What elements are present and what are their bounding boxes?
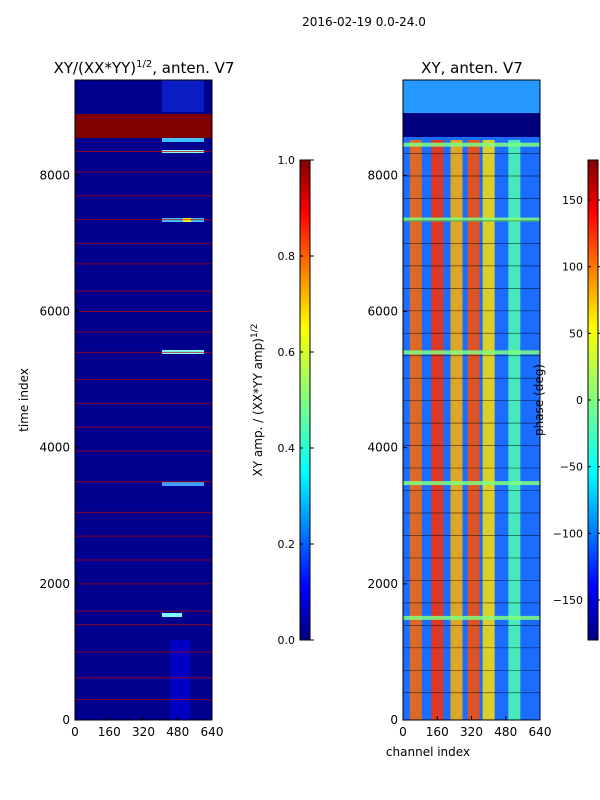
y-tick-label: 8000 [39, 168, 70, 182]
phase-stripe [508, 140, 521, 720]
colorbar-tick-label: 0.4 [278, 442, 296, 455]
x-tick-label: 0 [71, 725, 79, 739]
phase-top-region [403, 80, 540, 113]
amplitude-flag-segment [162, 138, 204, 142]
y-tick-label: 2000 [367, 577, 398, 591]
x-tick-label: 320 [132, 725, 155, 739]
y-tick-label: 2000 [39, 577, 70, 591]
phase-flag-lines [403, 142, 540, 694]
phase-stripe [431, 140, 444, 720]
phase-colorbar-label: phase (deg) [532, 364, 546, 436]
x-tick-label: 640 [201, 725, 224, 739]
colorbar-tick-label: 0.2 [278, 538, 296, 551]
colorbar-tick-label: 1.0 [278, 154, 296, 167]
amplitude-panel: XY/(XX*YY)1/2, anten. V7 0 160 320 480 640 0 2… [17, 59, 234, 739]
phase-flagged-band [403, 113, 540, 137]
y-tick-label: 6000 [367, 304, 398, 318]
x-tick-label: 160 [98, 725, 121, 739]
colorbar-tick-label: 0.6 [278, 346, 296, 359]
amplitude-flag-segment [162, 482, 204, 486]
amplitude-flag-segment [162, 613, 182, 617]
phase-flag-line [403, 142, 540, 147]
phase-flag-line [403, 615, 540, 620]
phase-panel-title: XY, anten. V7 [421, 59, 523, 77]
amplitude-ylabel: time index [17, 368, 31, 432]
phase-stripe [450, 140, 463, 720]
amplitude-saturated-band [75, 114, 212, 138]
phase-flag-line [403, 481, 540, 486]
amplitude-colorbar: 0.0 0.2 0.4 0.6 0.8 1.0 XY amp. / (XX*YY amp)… [250, 154, 314, 647]
colorbar-tick-label: −100 [553, 527, 583, 540]
phase-stripe [467, 140, 480, 720]
x-tick-label: 320 [460, 725, 483, 739]
phase-colorbar-ticks: −150 −100 −50 0 50 100 150 [553, 194, 600, 607]
phase-heatmap [403, 80, 540, 720]
phase-stripe [409, 140, 422, 720]
x-tick-label: 480 [166, 725, 189, 739]
figure-suptitle: 2016-02-19 0.0-24.0 [302, 15, 426, 29]
x-tick-label: 480 [494, 725, 517, 739]
colorbar-tick-label: 100 [562, 261, 583, 274]
phase-axes: 0 160 320 480 640 0 2000 4000 6000 8000 [367, 168, 551, 739]
colorbar-tick-label: 0.0 [278, 634, 296, 647]
colorbar-tick-label: −50 [560, 461, 583, 474]
amplitude-high-channel-region [162, 80, 204, 112]
colorbar-tick-label: 0 [576, 394, 583, 407]
x-tick-label: 0 [399, 725, 407, 739]
phase-flag-line [403, 350, 540, 355]
phase-stripes [409, 140, 521, 720]
y-tick-label: 4000 [367, 441, 398, 455]
colorbar-tick-label: 0.8 [278, 250, 296, 263]
amplitude-colorbar-label: XY amp. / (XX*YY amp)1/2 [250, 324, 265, 477]
colorbar-tick-label: −150 [553, 594, 583, 607]
amplitude-colorbar-gradient [299, 159, 311, 641]
x-tick-label: 160 [426, 725, 449, 739]
amplitude-colorbar-ticks: 0.0 0.2 0.4 0.6 0.8 1.0 [278, 154, 314, 647]
colorbar-tick-label: 150 [562, 194, 583, 207]
colorbar-tick-label: 50 [569, 327, 583, 340]
phase-stripe [482, 140, 495, 720]
phase-xlabel: channel index [386, 745, 470, 759]
amplitude-panel-title: XY/(XX*YY)1/2, anten. V7 [54, 59, 235, 77]
y-tick-label: 0 [390, 713, 398, 727]
y-tick-label: 0 [62, 713, 70, 727]
phase-flag-line [403, 217, 540, 222]
amplitude-axes: 0 160 320 480 640 0 2000 4000 6000 8000 [39, 168, 223, 739]
y-tick-label: 4000 [39, 441, 70, 455]
amplitude-heatmap [75, 80, 212, 720]
phase-colorbar: −150 −100 −50 0 50 100 150 phase (deg) [532, 159, 600, 641]
y-tick-label: 8000 [367, 168, 398, 182]
y-tick-label: 6000 [39, 304, 70, 318]
amplitude-flag-lines [75, 150, 212, 701]
x-tick-label: 640 [529, 725, 552, 739]
phase-panel: XY, anten. V7 0 160 320 480 640 0 2000 4000 6000… [367, 59, 551, 759]
amplitude-heatmap-background [75, 80, 212, 720]
